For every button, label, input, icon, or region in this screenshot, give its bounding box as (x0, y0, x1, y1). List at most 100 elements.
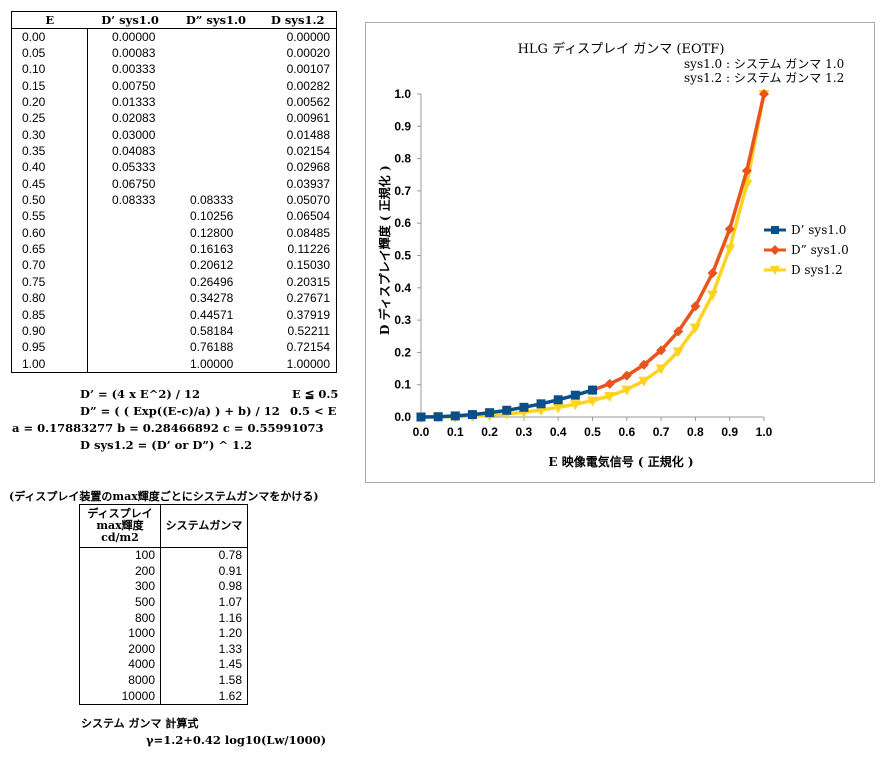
header-line-1: ディスプレイ (87, 507, 153, 520)
table-row: 4000 1.45 (79, 657, 248, 673)
table-cell: 300 (79, 579, 161, 595)
col-header-d-double-prime: D” sys1.0 (172, 11, 260, 29)
eotf-data-table: E D’ sys1.0 D” sys1.0 D sys1.2 0.00 0.000… (11, 11, 337, 374)
table-cell: 0.26496 (189, 274, 234, 289)
table-cell: 0.10 (11, 61, 88, 79)
table-row: 0.15 0.00750 0.00282 (11, 78, 337, 95)
y-tick-label: 0.7 (394, 184, 411, 198)
table-cell: 0.72154 (286, 340, 330, 355)
table-cell (88, 291, 173, 307)
table-cell (173, 78, 260, 94)
table-cell: 0.50 (11, 192, 88, 209)
table-cell: 0.98 (160, 579, 248, 595)
table-cell: 0.00282 (286, 78, 330, 93)
table-row: 0.60 0.12800 0.08485 (11, 225, 337, 242)
formula-constants: a = 0.17883277 b = 0.28466892 c = 0.5599… (12, 421, 324, 435)
formula-d-double-prime: D” = ( ( Exp((E-c)/a) ) + b) / 12 (80, 404, 280, 418)
table-cell: 0.03937 (286, 176, 330, 191)
table-cell (88, 340, 173, 356)
x-tick-label: 0.2 (481, 425, 498, 439)
table-cell (173, 111, 260, 127)
table-row: 0.45 0.06750 0.03937 (11, 176, 337, 193)
x-axis-label: E 映像電気信号 ( 正規化 ) (548, 455, 694, 469)
table-cell: 1.20 (160, 625, 248, 642)
col-header-d-sys12: D sys1.2 (259, 11, 337, 29)
table-cell (173, 62, 260, 78)
legend-marker-triangle-icon (764, 266, 786, 275)
table-row: 2000 1.33 (79, 641, 248, 658)
data-point-square (588, 385, 597, 395)
table-cell: 0.05 (11, 45, 88, 62)
data-point-triangle (569, 400, 581, 411)
data-point-diamond (724, 224, 735, 235)
table-row: 0.70 0.20612 0.15030 (11, 257, 337, 275)
table-cell: 0.15 (11, 78, 88, 95)
y-tick-label: 1.0 (394, 87, 411, 101)
table-cell: 200 (79, 563, 161, 580)
legend-item-d-prime: D’ sys1.0 (764, 220, 849, 240)
table-row: 10000 1.62 (79, 688, 248, 705)
y-tick-label: 0.0 (394, 410, 411, 424)
table-cell: 0.04083 (112, 144, 156, 159)
system-gamma-formula-label: システム ガンマ 計算式 (81, 717, 199, 730)
data-point-diamond (741, 165, 752, 176)
eotf-chart: HLG ディスプレイ ガンマ (EOTF) sys1.0 : システム ガンマ … (365, 22, 875, 483)
x-tick-label: 0.8 (687, 425, 704, 439)
data-point-triangle (621, 385, 633, 396)
table-cell: 800 (79, 610, 161, 626)
data-point-triangle (655, 364, 667, 375)
table-cell: 0.44571 (189, 307, 234, 322)
legend-marker-square-icon (764, 226, 786, 234)
table-cell (173, 143, 260, 159)
data-point-diamond (707, 268, 718, 279)
data-point-triangle (535, 406, 547, 417)
data-point-square (553, 395, 563, 405)
table-cell: 0.30 (11, 127, 88, 144)
data-point-triangle (587, 396, 598, 407)
table-row: 100 0.78 (79, 547, 248, 564)
table-cell (88, 323, 173, 339)
table-cell: 0.90 (11, 323, 88, 340)
formula-d-double-prime-condition: 0.5 < E (290, 404, 337, 418)
table-cell: 0.58184 (189, 323, 234, 338)
table-cell: 1.00 (11, 355, 88, 373)
table-row: 0.10 0.00333 0.00107 (11, 61, 337, 79)
table-cell: 0.34278 (189, 291, 234, 306)
data-point-triangle (552, 403, 564, 414)
table-cell: 0.05333 (112, 160, 156, 175)
col-header-system-gamma: システムガンマ (160, 504, 248, 548)
table-cell (173, 176, 260, 192)
x-tick-label: 0.4 (550, 425, 567, 439)
y-tick-label: 0.6 (394, 216, 411, 230)
table-cell: 0.06504 (286, 209, 330, 224)
col-header-max-luminance: ディスプレイ max輝度 cd/m2 (79, 504, 161, 548)
table-cell (88, 274, 173, 290)
data-point-diamond (604, 378, 615, 389)
table-cell: 2000 (79, 641, 161, 658)
table-cell: 0.06750 (112, 176, 156, 191)
table-cell: 0.25 (11, 110, 88, 128)
data-point-square (536, 399, 546, 409)
table-cell: 0.05070 (286, 193, 330, 208)
table-cell: 8000 (79, 672, 161, 689)
table-row: 300 0.98 (79, 579, 248, 595)
data-point-square (485, 408, 495, 418)
table-cell: 0.00107 (286, 62, 330, 77)
table-row: 200 0.91 (79, 563, 248, 580)
legend-item-d-sys12: D sys1.2 (764, 260, 849, 280)
y-tick-label: 0.1 (394, 378, 411, 392)
table-cell (173, 94, 260, 110)
table-cell: 0.00000 (112, 29, 156, 44)
x-tick-label: 1.0 (756, 425, 773, 439)
section2-title: (ディスプレイ装置のmax輝度ごとにシステムガンマをかける) (9, 490, 319, 503)
formula-d-sys12: D sys1.2 = (D’ or D”) ^ 1.2 (80, 438, 253, 452)
table-cell: 0.02083 (112, 111, 156, 126)
data-point-triangle (604, 391, 616, 402)
data-point-square (450, 411, 460, 421)
legend-label: D” sys1.0 (791, 243, 849, 257)
x-tick-label: 0.9 (721, 425, 738, 439)
table-row: 0.95 0.76188 0.72154 (11, 339, 337, 356)
y-tick-label: 0.3 (394, 313, 411, 327)
table-cell: 0.55 (11, 208, 88, 226)
data-point-triangle (638, 376, 650, 387)
